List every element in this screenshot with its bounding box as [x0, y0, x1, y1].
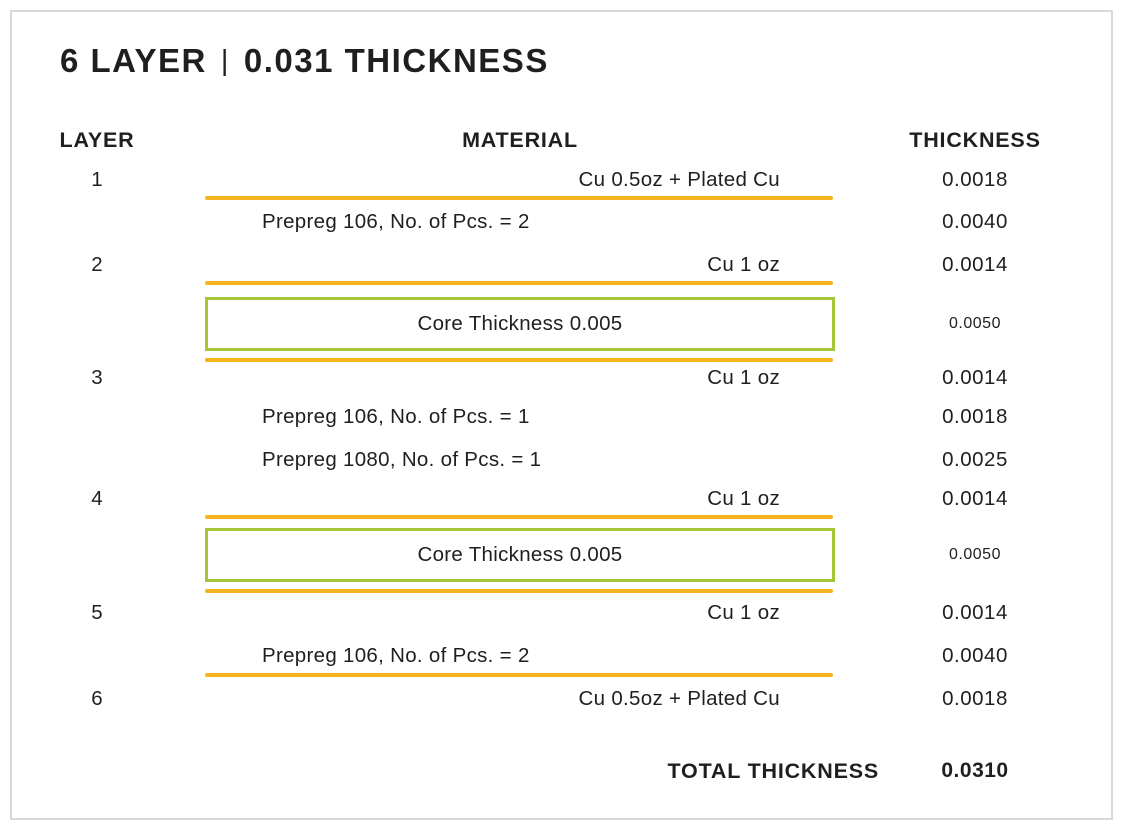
- prepreg-row: Prepreg 106, No. of Pcs. = 2 0.0040: [0, 204, 1127, 240]
- layer-number: 3: [91, 366, 103, 389]
- material-label: Core Thickness 0.005: [417, 543, 623, 566]
- layer-number: 6: [91, 687, 103, 710]
- copper-foil-line: [205, 196, 833, 200]
- layer-row: 2 Cu 1 oz 0.0014: [0, 247, 1127, 283]
- layer-number: 5: [91, 601, 103, 624]
- core-row: Core Thickness 0.005 0.0050: [0, 297, 1127, 351]
- copper-foil-line: [205, 515, 833, 519]
- material-label: Cu 1 oz: [707, 601, 780, 624]
- thickness-value: 0.0014: [942, 487, 1008, 510]
- layer-row: 6 Cu 0.5oz + Plated Cu 0.0018: [0, 681, 1127, 717]
- total-thickness-label: TOTAL THICKNESS: [667, 759, 879, 783]
- column-header-material: MATERIAL: [462, 128, 578, 152]
- core-box: Core Thickness 0.005: [205, 297, 835, 351]
- thickness-value: 0.0014: [942, 601, 1008, 624]
- stackup-title: 6 LAYER | 0.031 THICKNESS: [60, 42, 549, 80]
- layer-number: 2: [91, 253, 103, 276]
- core-box: Core Thickness 0.005: [205, 528, 835, 582]
- title-separator: |: [220, 45, 230, 77]
- layer-row: 1 Cu 0.5oz + Plated Cu 0.0018: [0, 162, 1127, 198]
- prepreg-row: Prepreg 106, No. of Pcs. = 2 0.0040: [0, 638, 1127, 674]
- layer-row: 3 Cu 1 oz 0.0014: [0, 360, 1127, 396]
- copper-foil-line: [205, 358, 833, 362]
- thickness-value: 0.0040: [942, 210, 1008, 233]
- thickness-value: 0.0018: [942, 168, 1008, 191]
- material-label: Prepreg 106, No. of Pcs. = 2: [262, 644, 530, 667]
- material-label: Cu 0.5oz + Plated Cu: [578, 168, 780, 191]
- prepreg-row: Prepreg 1080, No. of Pcs. = 1 0.0025: [0, 442, 1127, 478]
- material-label: Cu 1 oz: [707, 487, 780, 510]
- column-header-layer: LAYER: [59, 128, 135, 152]
- thickness-value: 0.0025: [942, 448, 1008, 471]
- column-header-thickness: THICKNESS: [909, 128, 1041, 152]
- material-label: Core Thickness 0.005: [417, 312, 623, 335]
- total-row: TOTAL THICKNESS 0.0310: [0, 753, 1127, 789]
- layer-row: 4 Cu 1 oz 0.0014: [0, 481, 1127, 517]
- thickness-value: 0.0014: [942, 253, 1008, 276]
- core-row: Core Thickness 0.005 0.0050: [0, 528, 1127, 582]
- layer-row: 5 Cu 1 oz 0.0014: [0, 595, 1127, 631]
- thickness-value: 0.0050: [949, 315, 1001, 332]
- copper-foil-line: [205, 673, 833, 677]
- material-label: Prepreg 1080, No. of Pcs. = 1: [262, 448, 542, 471]
- layer-number: 4: [91, 487, 103, 510]
- thickness-value: 0.0018: [942, 687, 1008, 710]
- column-header-row: LAYER MATERIAL THICKNESS: [0, 122, 1127, 158]
- thickness-value: 0.0014: [942, 366, 1008, 389]
- stackup-title-right: 0.031 THICKNESS: [243, 42, 549, 79]
- prepreg-row: Prepreg 106, No. of Pcs. = 1 0.0018: [0, 399, 1127, 435]
- material-label: Cu 1 oz: [707, 253, 780, 276]
- material-label: Cu 1 oz: [707, 366, 780, 389]
- material-label: Cu 0.5oz + Plated Cu: [578, 687, 780, 710]
- thickness-value: 0.0050: [949, 546, 1001, 563]
- material-label: Prepreg 106, No. of Pcs. = 1: [262, 405, 530, 428]
- stackup-title-left: 6 LAYER: [60, 42, 207, 79]
- layer-number: 1: [91, 168, 103, 191]
- thickness-value: 0.0040: [942, 644, 1008, 667]
- copper-foil-line: [205, 589, 833, 593]
- material-label: Prepreg 106, No. of Pcs. = 2: [262, 210, 530, 233]
- copper-foil-line: [205, 281, 833, 285]
- thickness-value: 0.0018: [942, 405, 1008, 428]
- total-thickness-value: 0.0310: [941, 759, 1009, 782]
- page-border-frame: [10, 10, 1113, 820]
